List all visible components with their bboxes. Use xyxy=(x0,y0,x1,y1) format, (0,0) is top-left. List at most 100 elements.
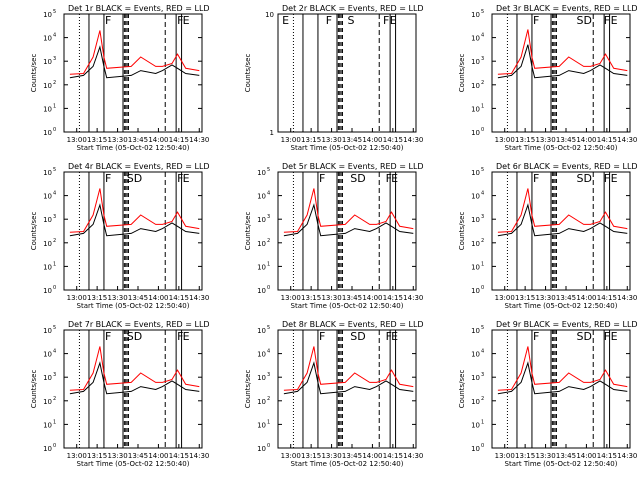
lld-series-line xyxy=(69,346,200,391)
y-tick-exponent: 2 xyxy=(267,396,270,402)
x-tick-label: 14:30 xyxy=(189,294,209,302)
y-tick-label: 10 xyxy=(471,193,480,201)
y-tick-label: 10 xyxy=(257,421,266,429)
y-tick-label: 10 xyxy=(471,35,480,43)
y-tick-exponent: 0 xyxy=(267,285,270,291)
events-series-line xyxy=(283,203,414,237)
y-tick-label: 10 xyxy=(43,169,52,177)
x-tick-label: 14:15 xyxy=(169,294,189,302)
x-tick-label: 14:00 xyxy=(148,136,168,144)
plot-frame xyxy=(491,13,631,133)
x-tick-label: 13:15 xyxy=(87,136,107,144)
y-tick-exponent: 3 xyxy=(481,56,484,62)
y-tick-exponent: 2 xyxy=(53,396,56,402)
y-tick-label: 10 xyxy=(257,327,266,335)
plot-frame xyxy=(491,329,631,449)
x-tick-label: 13:30 xyxy=(321,294,341,302)
marker-label: F xyxy=(326,14,332,27)
y-tick-label: 10 xyxy=(43,11,52,19)
x-tick-label: 13:00 xyxy=(67,136,87,144)
panel-title: Det 6r BLACK = Events, RED = LLD xyxy=(496,162,638,171)
marker-label: F xyxy=(604,172,610,185)
y-tick-exponent: 5 xyxy=(267,325,270,331)
marker-label: F xyxy=(177,14,183,27)
y-tick-exponent: 3 xyxy=(53,214,56,220)
events-series-line xyxy=(497,44,628,79)
y-tick-label: 10 xyxy=(471,287,480,295)
x-axis-label: Start Time (05-Oct-02 12:50:40) xyxy=(505,144,618,152)
y-tick-label: 10 xyxy=(471,11,480,19)
x-tick-label: 14:00 xyxy=(576,136,596,144)
x-tick-label: 14:15 xyxy=(383,452,403,460)
plot-frame xyxy=(63,13,203,133)
marker-label: F xyxy=(533,14,539,27)
y-tick-exponent: 1 xyxy=(53,419,56,425)
x-tick-label: 13:30 xyxy=(321,452,341,460)
y-tick-exponent: 5 xyxy=(481,325,484,331)
y-tick-label: 10 xyxy=(43,374,52,382)
marker-label: E xyxy=(391,172,398,185)
marker-label: F xyxy=(105,330,111,343)
y-tick-label: 10 xyxy=(471,398,480,406)
y-tick-label: 10 xyxy=(471,374,480,382)
x-tick-label: 14:30 xyxy=(403,294,423,302)
y-tick-label: 10 xyxy=(43,240,52,248)
x-tick-label: 14:30 xyxy=(189,136,209,144)
y-tick-label: 10 xyxy=(471,351,480,359)
y-tick-exponent: 4 xyxy=(267,191,270,197)
y-tick-exponent: 0 xyxy=(481,285,484,291)
y-tick-exponent: 1 xyxy=(481,419,484,425)
y-tick-label: 10 xyxy=(471,263,480,271)
events-series-line xyxy=(69,45,200,79)
events-series-line xyxy=(283,361,414,395)
lld-series-line xyxy=(283,188,414,233)
marker-label: SD xyxy=(350,172,365,185)
marker-label: E xyxy=(611,330,618,343)
y-tick-exponent: 1 xyxy=(53,261,56,267)
y-tick-exponent: 4 xyxy=(53,191,56,197)
y-tick-exponent: 3 xyxy=(53,56,56,62)
x-tick-label: 14:30 xyxy=(403,136,423,144)
y-tick-exponent: 4 xyxy=(53,349,56,355)
plot-frame xyxy=(63,171,203,291)
marker-label: F xyxy=(105,14,111,27)
x-tick-label: 13:45 xyxy=(342,136,362,144)
y-tick-exponent: 0 xyxy=(267,443,270,449)
panel-title: Det 5r BLACK = Events, RED = LLD xyxy=(282,162,424,171)
x-tick-label: 13:00 xyxy=(281,136,301,144)
x-tick-label: 14:15 xyxy=(169,452,189,460)
plot-frame xyxy=(491,171,631,291)
x-tick-label: 13:30 xyxy=(535,294,555,302)
x-axis-label: Start Time (05-Oct-02 12:50:40) xyxy=(77,144,190,152)
x-tick-label: 13:00 xyxy=(281,452,301,460)
y-tick-exponent: 5 xyxy=(481,9,484,15)
y-tick-label: 10 xyxy=(43,445,52,453)
x-tick-label: 13:15 xyxy=(87,452,107,460)
y-tick-label: 10 xyxy=(471,129,480,137)
marker-label: E xyxy=(282,14,289,27)
y-tick-label: 10 xyxy=(471,58,480,66)
y-tick-exponent: 5 xyxy=(53,325,56,331)
x-tick-label: 14:00 xyxy=(576,452,596,460)
y-tick-label: 10 xyxy=(257,374,266,382)
lld-series-line xyxy=(497,188,628,233)
x-tick-label: 13:15 xyxy=(87,294,107,302)
y-tick-exponent: 3 xyxy=(53,372,56,378)
y-tick-exponent: 2 xyxy=(53,238,56,244)
y-tick-exponent: 5 xyxy=(53,167,56,173)
y-tick-exponent: 1 xyxy=(53,103,56,109)
y-tick-label: 10 xyxy=(257,263,266,271)
marker-label: SD xyxy=(577,14,592,27)
panel-title: Det 7r BLACK = Events, RED = LLD xyxy=(68,320,210,329)
marker-label: E xyxy=(183,14,190,27)
y-tick-label: 10 xyxy=(43,129,52,137)
marker-label: SD xyxy=(577,330,592,343)
y-tick-label: 10 xyxy=(43,287,52,295)
y-tick-label: 10 xyxy=(43,105,52,113)
y-tick-exponent: 3 xyxy=(481,214,484,220)
